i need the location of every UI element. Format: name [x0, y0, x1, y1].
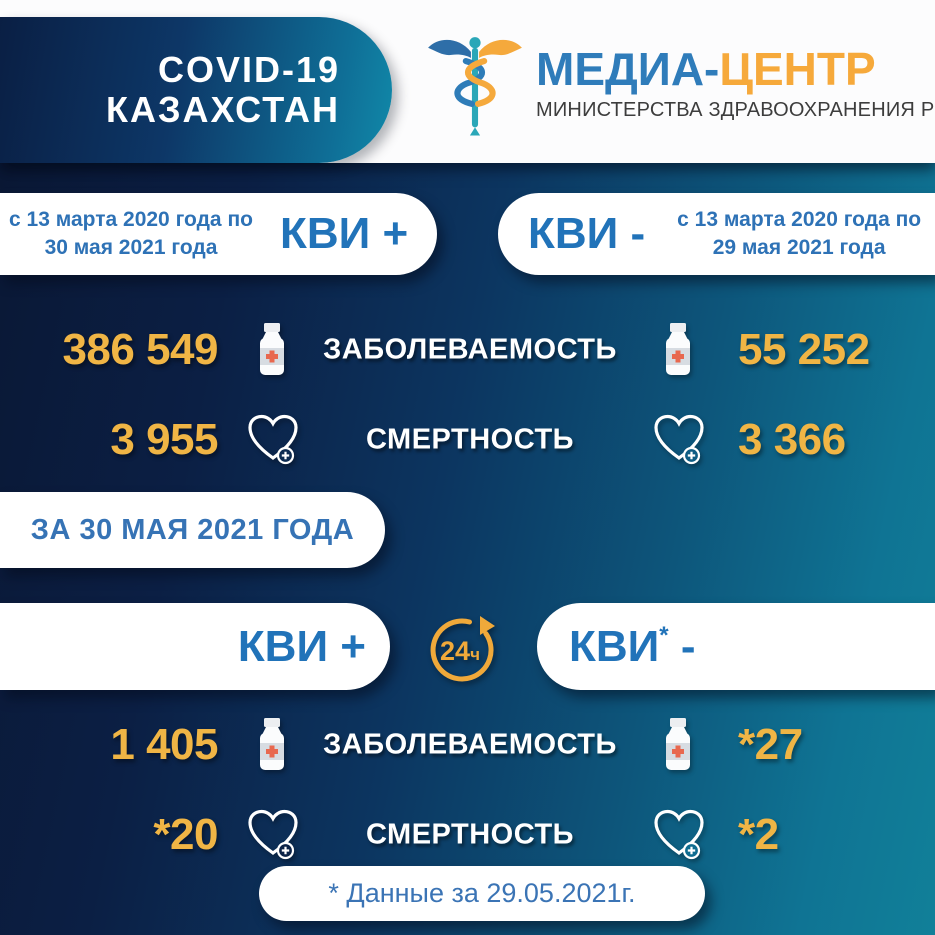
cumulative-left-period-line1: с 13 марта 2020 года по: [9, 208, 253, 232]
cumulative-morbidity-row: 386 549 ЗАБОЛЕВАЕМОСТЬ 55 252: [0, 318, 935, 382]
cumulative-left-period: с 13 марта 2020 года по 30 мая 2021 года: [0, 206, 262, 261]
cumulative-mortality-positive-value: 3 955: [110, 415, 218, 464]
daily-kvi-positive-label: КВИ +: [237, 621, 366, 671]
heart-plus-icon: [248, 414, 298, 465]
daily-mortality-row: *20 СМЕРТНОСТЬ *2: [0, 803, 935, 867]
brand-text: МЕДИА-ЦЕНТР МИНИСТЕРСТВА ЗДРАВООХРАНЕНИЯ…: [536, 30, 935, 122]
daily-period-label: ЗА 30 МАЯ 2021 ГОДА: [30, 513, 355, 546]
cumulative-mortality-row: 3 955 СМЕРТНОСТЬ 3 366: [0, 408, 935, 472]
brand-name-orange: ЦЕНТР: [719, 43, 876, 95]
footnote-text: * Данные за 29.05.2021г.: [328, 878, 636, 908]
caduceus-icon: [428, 37, 522, 136]
badge-unit: ч: [470, 645, 480, 664]
heart-plus-icon: [654, 414, 704, 465]
mortality-label: СМЕРТНОСТЬ: [365, 423, 574, 456]
kvi-positive-label: КВИ +: [280, 209, 409, 258]
mortality-label: СМЕРТНОСТЬ: [365, 818, 574, 851]
morbidity-label: ЗАБОЛЕВАЕМОСТЬ: [323, 333, 617, 366]
cumulative-period-right-pill: КВИ - с 13 марта 2020 года по 29 мая 202…: [498, 193, 935, 275]
title-banner: COVID-19 КАЗАХСТАН: [0, 17, 392, 163]
svg-text:24ч: 24ч: [440, 636, 480, 666]
medicine-bottle-icon: [260, 718, 284, 770]
24-hours-icon: 24ч: [430, 616, 495, 682]
medicine-bottle-icon: [666, 323, 690, 375]
brand-logo: МЕДИА-ЦЕНТР МИНИСТЕРСТВА ЗДРАВООХРАНЕНИЯ…: [424, 30, 935, 138]
cumulative-right-period-line1: с 13 марта 2020 года по: [677, 208, 922, 232]
daily-kvi-negative-base: КВИ: [569, 621, 660, 671]
morbidity-label: ЗАБОЛЕВАЕМОСТЬ: [323, 728, 617, 761]
header: COVID-19 КАЗАХСТАН МЕДИА-ЦЕНТР МИНИСТЕРС…: [0, 0, 935, 163]
heart-plus-icon: [248, 809, 298, 860]
daily-mortality-negative-value: *2: [738, 810, 779, 859]
daily-morbidity-negative-value: *27: [738, 720, 803, 769]
brand-name-blue: МЕДИА-: [536, 43, 720, 95]
daily-kvi-positive-pill: КВИ +: [0, 603, 390, 690]
medicine-bottle-icon: [666, 718, 690, 770]
cumulative-right-period-line2: 29 мая 2021 года: [712, 236, 886, 259]
cumulative-left-period-line2: 30 мая 2021 года: [44, 236, 218, 259]
daily-kvi-negative-asterisk: *: [659, 621, 669, 649]
daily-kvi-negative-tail: -: [668, 621, 696, 671]
kvi-negative-label: КВИ -: [528, 209, 646, 258]
cumulative-right-period: с 13 марта 2020 года по 29 мая 2021 года: [665, 206, 933, 261]
daily-period-pill: ЗА 30 МАЯ 2021 ГОДА: [0, 492, 385, 568]
footnote-pill: * Данные за 29.05.2021г.: [259, 866, 705, 921]
daily-morbidity-positive-value: 1 405: [110, 720, 218, 769]
daily-kvi-negative-pill: КВИ* -: [537, 603, 935, 690]
cumulative-period-left-pill: с 13 марта 2020 года по 30 мая 2021 года…: [0, 193, 437, 275]
title-line2: КАЗАХСТАН: [106, 89, 340, 130]
title-line1: COVID-19: [157, 48, 340, 90]
brand-name: МЕДИА-ЦЕНТР: [536, 46, 935, 92]
daily-mortality-positive-value: *20: [153, 810, 218, 859]
medicine-bottle-icon: [260, 323, 284, 375]
heart-plus-icon: [654, 809, 704, 860]
badge-number: 24: [440, 636, 470, 666]
brand-subtitle: МИНИСТЕРСТВА ЗДРАВООХРАНЕНИЯ РК: [536, 99, 935, 121]
daily-kvi-negative-label: КВИ* -: [569, 622, 696, 672]
daily-morbidity-row: 1 405 ЗАБОЛЕВАЕМОСТЬ *27: [0, 713, 935, 777]
cumulative-morbidity-positive-value: 386 549: [62, 325, 218, 374]
cumulative-mortality-negative-value: 3 366: [738, 415, 846, 464]
cumulative-morbidity-negative-value: 55 252: [738, 325, 870, 374]
